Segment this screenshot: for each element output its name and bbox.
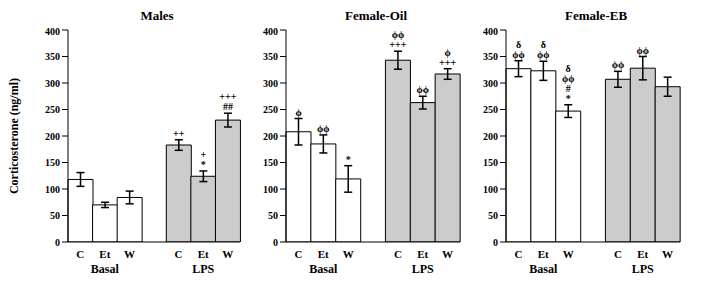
svg-text:400: 400: [263, 26, 278, 37]
svg-text:350: 350: [45, 51, 60, 62]
svg-text:100: 100: [263, 184, 278, 195]
svg-text:100: 100: [483, 184, 498, 195]
svg-text:300: 300: [45, 78, 60, 89]
html-text:Males: Males: [140, 8, 174, 23]
svg-text:350: 350: [483, 51, 498, 62]
svg-text:200: 200: [483, 131, 498, 142]
svg-text:Et: Et: [538, 248, 549, 260]
svg-text:C: C: [514, 248, 522, 260]
svg-text:C: C: [394, 248, 402, 260]
svg-text:δ: δ: [565, 62, 571, 74]
svg-text:50: 50: [50, 210, 60, 221]
svg-text:ϕ: ϕ: [444, 46, 451, 58]
svg-text:100: 100: [45, 184, 60, 195]
svg-text:ϕ: ϕ: [295, 107, 301, 118]
svg-text:Et: Et: [99, 248, 110, 260]
svg-text:150: 150: [483, 157, 498, 168]
svg-text:ϕϕ: ϕϕ: [612, 59, 624, 70]
svg-text:++: ++: [173, 128, 185, 139]
html-text:LPS: LPS: [411, 262, 434, 276]
svg-text:ϕϕ: ϕϕ: [317, 123, 329, 134]
svg-text:Et: Et: [198, 248, 209, 260]
svg-text:300: 300: [483, 78, 498, 89]
svg-text:W: W: [124, 248, 135, 260]
svg-text:C: C: [614, 248, 622, 260]
svg-text:δ: δ: [540, 39, 546, 51]
svg-text:ϕϕ: ϕϕ: [417, 84, 429, 95]
svg-text:400: 400: [483, 26, 498, 37]
svg-text:##: ##: [223, 101, 233, 112]
svg-text:C: C: [294, 248, 302, 260]
svg-text:W: W: [662, 248, 673, 260]
html-text:Female-Oil: Female-Oil: [345, 8, 407, 23]
svg-text:Et: Et: [417, 248, 428, 260]
svg-text:ϕϕ: ϕϕ: [537, 49, 549, 60]
svg-text:W: W: [343, 248, 354, 260]
svg-text:300: 300: [263, 78, 278, 89]
svg-text:W: W: [222, 248, 233, 260]
svg-text:0: 0: [273, 237, 278, 248]
svg-text:*: *: [346, 154, 351, 165]
html-text:Basal: Basal: [529, 262, 558, 276]
svg-text:0: 0: [493, 237, 498, 248]
svg-text:C: C: [76, 248, 84, 260]
html-text:Basal: Basal: [90, 262, 119, 276]
html-text:Female-EB: Female-EB: [565, 8, 627, 23]
svg-text:250: 250: [45, 104, 60, 115]
svg-text:250: 250: [483, 104, 498, 115]
html-text:Basal: Basal: [309, 262, 338, 276]
svg-text:Et: Et: [318, 248, 329, 260]
html-text:LPS: LPS: [631, 262, 654, 276]
svg-text:200: 200: [45, 131, 60, 142]
svg-text:ϕϕ: ϕϕ: [562, 72, 575, 84]
svg-text:350: 350: [263, 51, 278, 62]
html-text:LPS: LPS: [192, 262, 215, 276]
svg-text:Corticosterone (ng/ml): Corticosterone (ng/ml): [8, 78, 21, 194]
svg-text:W: W: [442, 248, 453, 260]
svg-text:0: 0: [55, 237, 60, 248]
svg-text:*: *: [566, 93, 571, 104]
svg-text:+++: +++: [439, 57, 456, 68]
svg-text:250: 250: [263, 104, 278, 115]
svg-text:ϕϕ: ϕϕ: [637, 45, 649, 56]
svg-text:50: 50: [488, 210, 498, 221]
svg-text:50: 50: [268, 210, 278, 221]
svg-text:δ: δ: [515, 38, 522, 50]
svg-text:150: 150: [45, 157, 60, 168]
svg-text:ϕϕ: ϕϕ: [391, 29, 405, 41]
svg-text:200: 200: [263, 131, 278, 142]
svg-text:ϕϕ: ϕϕ: [512, 49, 524, 60]
svg-text:*: *: [201, 159, 206, 170]
svg-text:+++: +++: [389, 39, 406, 50]
svg-text:Et: Et: [637, 248, 648, 260]
svg-text:400: 400: [45, 26, 60, 37]
svg-text:150: 150: [263, 157, 278, 168]
svg-text:W: W: [563, 248, 574, 260]
svg-text:C: C: [175, 248, 183, 260]
